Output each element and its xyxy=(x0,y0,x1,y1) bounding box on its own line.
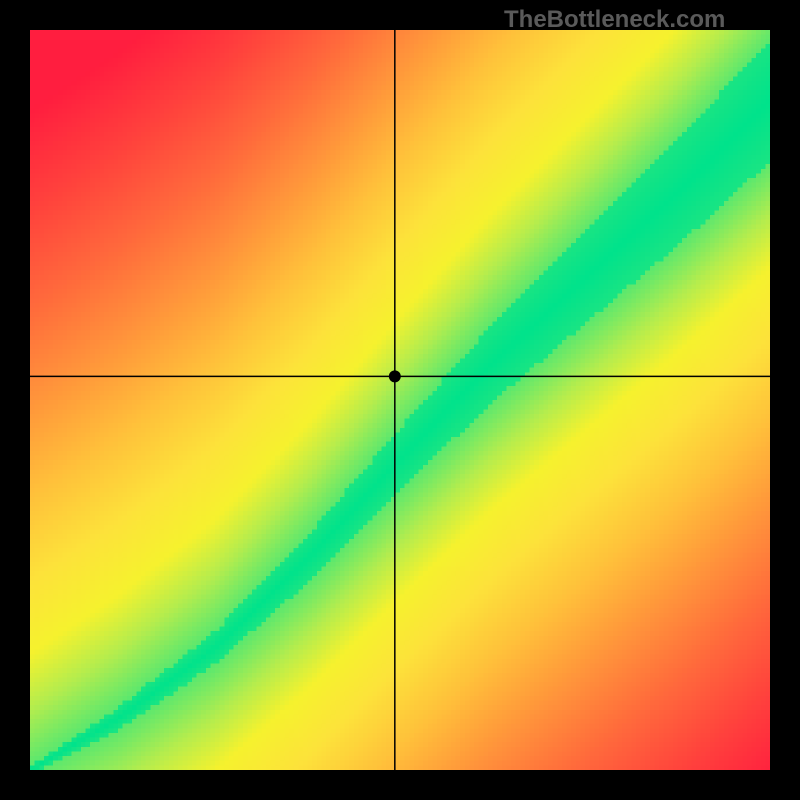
chart-container: TheBottleneck.com xyxy=(0,0,800,800)
bottleneck-heatmap xyxy=(30,30,770,770)
